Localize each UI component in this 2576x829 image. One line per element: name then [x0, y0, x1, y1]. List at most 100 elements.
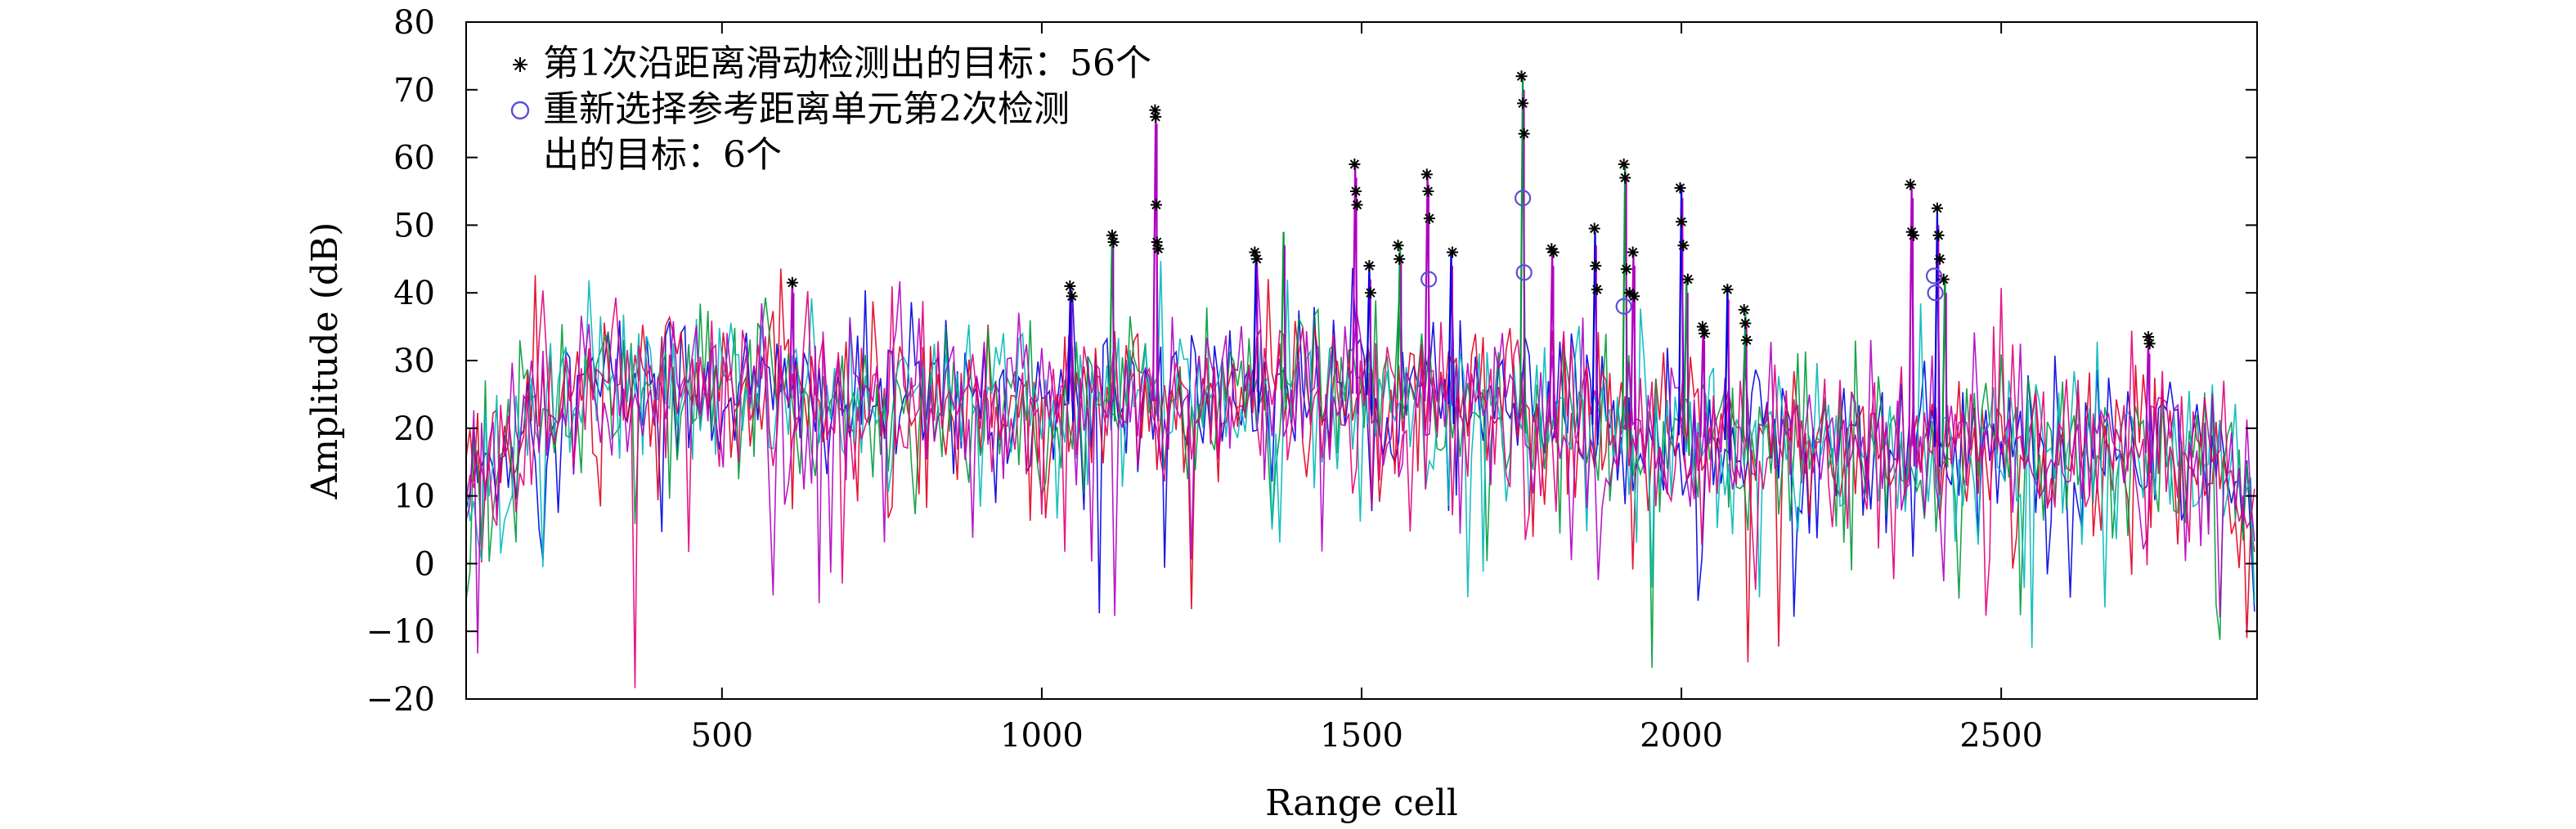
y-tick-label: −20 [366, 681, 435, 719]
asterisk-stroke [1153, 244, 1163, 254]
asterisk-stroke [1516, 71, 1527, 81]
asterisk-stroke [1622, 264, 1631, 274]
y-axis-ticks: −20 −10 0 10 20 30 40 50 60 70 80 [366, 4, 2257, 719]
asterisk-stroke [1393, 240, 1403, 250]
asterisk-stroke [1364, 261, 1375, 271]
asterisk-stroke [1932, 204, 1942, 213]
asterisk-stroke [1349, 159, 1360, 169]
asterisk-stroke [1676, 217, 1686, 226]
asterisk-stroke [1739, 305, 1749, 315]
asterisk-stroke [1905, 180, 1915, 190]
detection-marker-pass1 [1107, 236, 1120, 249]
detection-marker-pass1 [1351, 199, 1363, 211]
asterisk-stroke [1250, 247, 1260, 258]
detection-marker-pass1 [1590, 260, 1602, 272]
detection-marker-pass1 [1677, 240, 1690, 252]
detection-marker-pass1 [1423, 213, 1435, 225]
detection-marker-pass1 [1676, 216, 1688, 228]
detection-marker-pass1 [1517, 97, 1529, 110]
asterisk-stroke [1592, 285, 1602, 294]
detection-marker-pass1 [1518, 128, 1530, 140]
asterisk-stroke [1351, 186, 1361, 196]
detection-marker-pass1 [1619, 172, 1631, 184]
asterisk-stroke [1151, 199, 1161, 210]
asterisk-stroke [1620, 173, 1630, 183]
y-tick-label: 50 [393, 207, 435, 244]
asterisk-stroke [1619, 159, 1629, 169]
asterisk-stroke [1933, 231, 1944, 240]
signal-traces [465, 260, 2255, 688]
asterisk-stroke [1627, 247, 1638, 258]
asterisk-stroke [1629, 291, 1639, 301]
asterisk-stroke [1591, 261, 1600, 271]
asterisk-stroke [1394, 254, 1404, 264]
asterisk-stroke [1742, 335, 1752, 345]
asterisk-stroke [788, 278, 797, 288]
detection-marker-pass1 [1931, 202, 1943, 214]
y-tick-label: 70 [393, 72, 435, 110]
detection-marker-pass1 [1674, 181, 1686, 194]
asterisk-stroke [1151, 112, 1160, 122]
legend-asterisk-marker [513, 57, 527, 72]
asterisk-stroke [1935, 254, 1945, 264]
detection-marker-pass1 [1392, 240, 1404, 252]
detection-marker-pass1 [1628, 290, 1640, 302]
asterisk-stroke [1699, 329, 1709, 338]
x-tick-label: 1000 [1000, 717, 1084, 755]
y-tick-label: 0 [415, 545, 435, 583]
asterisk-stroke [1518, 98, 1528, 109]
detection-marker-pass1 [1447, 246, 1459, 258]
detection-marker-pass2 [1615, 298, 1632, 315]
detection-marker-pass1 [1740, 334, 1752, 347]
x-tick-label: 500 [691, 717, 753, 755]
detection-marker-pass1 [1420, 168, 1433, 181]
asterisk-stroke [1423, 186, 1433, 196]
asterisk-stroke [1447, 247, 1457, 258]
asterisk-stroke [1909, 231, 1919, 240]
y-tick-label: 30 [393, 343, 435, 380]
asterisk-stroke [1722, 285, 1733, 294]
detection-marker-pass1 [1364, 287, 1376, 299]
x-axis-ticks: 500 1000 1500 2000 2500 [691, 22, 2043, 755]
detection-marker-pass1 [1150, 110, 1162, 123]
detection-marker-pass1 [2143, 338, 2156, 350]
detection-marker-pass1 [2143, 331, 2155, 343]
detection-marker-pass2 [1927, 285, 1944, 302]
detection-marker-pass1 [1150, 199, 1162, 211]
x-tick-label: 2500 [1959, 717, 2043, 755]
asterisk-stroke [1939, 274, 1949, 285]
asterisk-stroke [514, 58, 527, 71]
asterisk-stroke [1422, 169, 1432, 179]
legend-label-pass2-cont: 出的目标：6个 [543, 134, 782, 176]
asterisk-stroke [1519, 128, 1529, 139]
detection-marker-pass1 [1627, 246, 1639, 258]
detection-marker-pass1 [1349, 186, 1362, 197]
detection-marker-pass1 [1515, 70, 1528, 83]
series-trace [465, 286, 2255, 688]
detection-marker-pass1 [1618, 158, 1630, 170]
detection-marker-pass2 [1514, 190, 1532, 207]
detections-pass2 [1420, 190, 1944, 315]
detection-marker-pass1 [1363, 260, 1376, 272]
asterisk-stroke [1252, 254, 1262, 264]
asterisk-stroke [1366, 288, 1376, 298]
detection-marker-pass1 [1393, 253, 1406, 265]
detection-marker-pass1 [1721, 284, 1734, 296]
y-tick-label: 60 [393, 140, 435, 177]
y-tick-label: 10 [393, 478, 435, 516]
asterisk-stroke [1678, 240, 1689, 250]
y-tick-label: 80 [393, 4, 435, 42]
legend-asterisk-glyph [513, 57, 527, 72]
detection-marker-pass1 [1932, 229, 1945, 241]
detection-marker-pass1 [1064, 280, 1076, 292]
detection-marker-pass1 [1250, 253, 1263, 265]
detection-marker-pass1 [1349, 158, 1361, 170]
x-tick-label: 2000 [1640, 717, 1723, 755]
detection-marker-pass1 [1905, 178, 1917, 190]
asterisk-stroke [1352, 199, 1362, 210]
asterisk-stroke [2144, 338, 2155, 348]
detection-marker-pass1 [1738, 303, 1750, 316]
detections-pass1 [786, 70, 2156, 350]
x-tick-label: 1500 [1320, 717, 1403, 755]
